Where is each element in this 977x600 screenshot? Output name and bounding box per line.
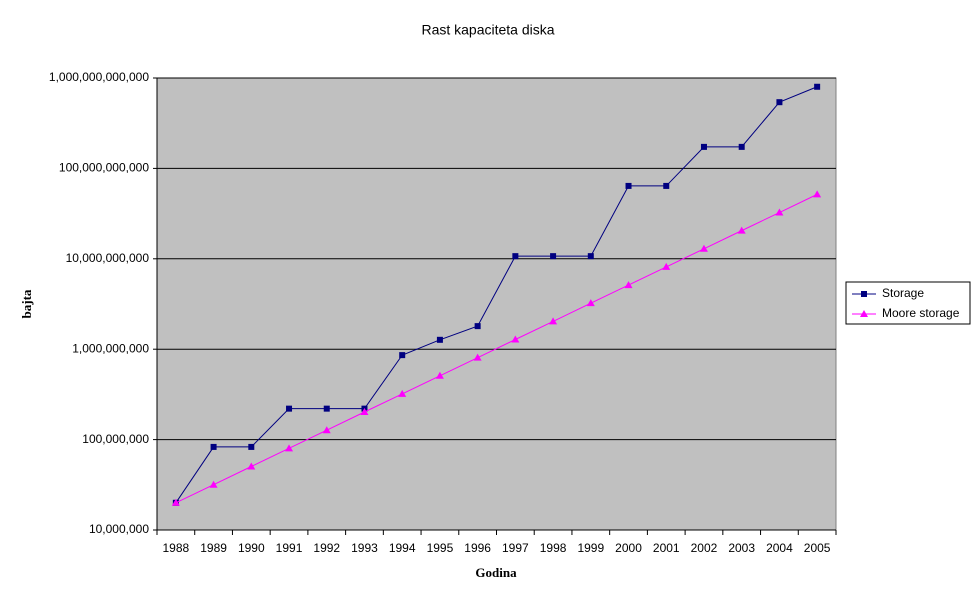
marker <box>814 83 821 90</box>
marker <box>699 244 708 252</box>
x-tick-label: 1994 <box>389 541 416 555</box>
y-axis-label: bajta <box>19 289 34 318</box>
x-tick-label: 2000 <box>615 541 642 555</box>
marker <box>813 190 822 198</box>
x-tick-label: 1988 <box>163 541 190 555</box>
marker <box>549 317 558 325</box>
y-tick-label: 10,000,000,000 <box>66 251 150 265</box>
marker <box>587 253 594 260</box>
marker <box>861 291 867 297</box>
marker <box>512 253 519 260</box>
marker <box>360 407 369 415</box>
marker <box>436 336 443 343</box>
legend-label: Moore storage <box>882 306 960 320</box>
x-tick-label: 1999 <box>577 541 604 555</box>
marker <box>586 299 595 307</box>
marker <box>323 405 330 412</box>
marker <box>473 353 482 361</box>
marker <box>625 182 632 189</box>
marker <box>737 226 746 234</box>
marker <box>663 182 670 189</box>
x-tick-label: 1990 <box>238 541 265 555</box>
marker <box>775 208 784 216</box>
marker <box>700 143 707 150</box>
marker <box>171 498 180 506</box>
x-tick-label: 1998 <box>540 541 567 555</box>
marker <box>550 253 557 260</box>
x-tick-label: 1989 <box>200 541 227 555</box>
plot-area <box>156 77 837 531</box>
marker <box>624 281 633 289</box>
y-tick-label: 1,000,000,000,000 <box>49 70 149 84</box>
chart-title: Rast kapaciteta diska <box>421 22 554 38</box>
x-tick-label: 1995 <box>427 541 454 555</box>
marker <box>248 443 255 450</box>
y-tick-label: 1,000,000,000 <box>72 341 149 355</box>
x-tick-label: 2004 <box>766 541 793 555</box>
marker <box>247 462 256 470</box>
x-tick-label: 1997 <box>502 541 529 555</box>
x-tick-label: 1992 <box>313 541 340 555</box>
marker <box>435 371 444 379</box>
x-tick-label: 1991 <box>276 541 303 555</box>
marker <box>210 443 217 450</box>
x-tick-label: 2002 <box>691 541 718 555</box>
x-tick-label: 2001 <box>653 541 680 555</box>
x-tick-label: 1996 <box>464 541 491 555</box>
series-line <box>175 193 818 504</box>
marker <box>286 405 293 412</box>
marker <box>209 480 218 488</box>
marker <box>474 323 481 330</box>
x-tick-label: 2003 <box>728 541 755 555</box>
marker <box>398 389 407 397</box>
series-line <box>175 86 818 504</box>
x-axis-label: Godina <box>475 565 517 580</box>
y-tick-label: 10,000,000 <box>89 522 149 536</box>
x-tick-label: 1993 <box>351 541 378 555</box>
marker <box>322 426 331 434</box>
marker <box>860 310 868 317</box>
y-tick-label: 100,000,000 <box>82 432 149 446</box>
marker <box>399 352 406 359</box>
marker <box>662 262 671 270</box>
marker <box>738 143 745 150</box>
marker <box>511 335 520 343</box>
marker <box>776 99 783 106</box>
x-tick-label: 2005 <box>804 541 831 555</box>
legend-label: Storage <box>882 286 924 300</box>
y-tick-label: 100,000,000,000 <box>59 161 149 175</box>
marker <box>285 444 294 452</box>
